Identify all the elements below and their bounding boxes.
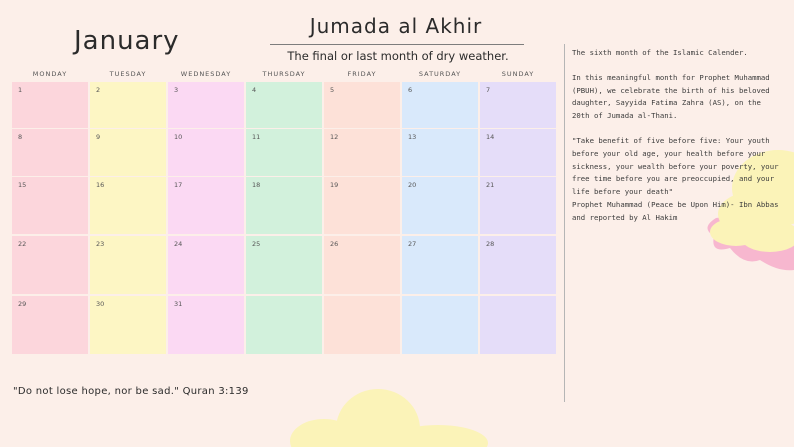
empty-day-cell[interactable]	[324, 296, 400, 354]
day-number: 20	[408, 181, 417, 189]
day-cell-16[interactable]: 16	[90, 177, 166, 234]
day-number: 26	[330, 240, 339, 248]
day-cell-2[interactable]: 2	[90, 82, 166, 128]
day-cell-15[interactable]: 15	[12, 177, 88, 234]
sidebar-birth-note: In this meaningful month for Prophet Muh…	[572, 72, 770, 121]
day-cell-19[interactable]: 19	[324, 177, 400, 234]
day-cell-21[interactable]: 21	[480, 177, 556, 234]
quran-quote: "Do not lose hope, nor be sad." Quran 3:…	[13, 386, 249, 397]
empty-day-cell[interactable]	[480, 296, 556, 354]
day-number: 12	[330, 133, 339, 141]
day-cell-10[interactable]: 10	[168, 129, 244, 176]
day-number: 18	[252, 181, 261, 189]
day-cell-8[interactable]: 8	[12, 129, 88, 176]
day-number: 2	[96, 86, 101, 94]
day-cell-30[interactable]: 30	[90, 296, 166, 354]
day-number: 24	[174, 240, 183, 248]
day-cell-24[interactable]: 24	[168, 236, 244, 294]
day-number: 13	[408, 133, 417, 141]
day-cell-13[interactable]: 13	[402, 129, 478, 176]
day-cell-28[interactable]: 28	[480, 236, 556, 294]
weekday-sunday: SUNDAY	[501, 70, 535, 78]
day-cell-14[interactable]: 14	[480, 129, 556, 176]
day-number: 7	[486, 86, 491, 94]
day-cell-29[interactable]: 29	[12, 296, 88, 354]
day-number: 15	[18, 181, 27, 189]
day-number: 6	[408, 86, 413, 94]
day-number: 31	[174, 300, 183, 308]
sidebar-notes: The sixth month of the Islamic Calender.…	[572, 47, 782, 225]
day-number: 27	[408, 240, 417, 248]
weekday-tuesday: TUESDAY	[109, 70, 147, 78]
weekday-saturday: SATURDAY	[418, 70, 462, 78]
calendar-grid: 1 2 3 4 5 6 7 8 9 10 11 12 13 14 15 16 17 18 19 20 21 22 23 24 2…	[12, 82, 558, 354]
day-cell-17[interactable]: 17	[168, 177, 244, 234]
empty-day-cell[interactable]	[402, 296, 478, 354]
yellow-pink-cloud-decoration	[707, 150, 794, 271]
day-number: 11	[252, 133, 261, 141]
day-number: 5	[330, 86, 335, 94]
day-cell-4[interactable]: 4	[246, 82, 322, 128]
day-number: 30	[96, 300, 105, 308]
day-cell-1[interactable]: 1	[12, 82, 88, 128]
weekday-monday: MONDAY	[32, 70, 68, 78]
day-number: 9	[96, 133, 101, 141]
day-cell-26[interactable]: 26	[324, 236, 400, 294]
day-number: 23	[96, 240, 105, 248]
day-number: 14	[486, 133, 495, 141]
sidebar-attribution: Prophet Muhammad (Peace be Upon Him)- Ib…	[572, 199, 779, 222]
weekday-header-row: MONDAY TUESDAY WEDNESDAY THURSDAY FRIDAY SATU…	[12, 70, 558, 80]
weekday-wednesday: WEDNESDAY	[180, 70, 232, 78]
weekday-thursday: THURSDAY	[262, 70, 306, 78]
day-cell-11[interactable]: 11	[246, 129, 322, 176]
day-number: 1	[18, 86, 23, 94]
title-divider	[270, 44, 524, 45]
day-number: 3	[174, 86, 179, 94]
day-number: 17	[174, 181, 183, 189]
day-cell-25[interactable]: 25	[246, 236, 322, 294]
day-cell-22[interactable]: 22	[12, 236, 88, 294]
month-title: January	[74, 26, 180, 56]
sidebar-intro: The sixth month of the Islamic Calender.	[572, 48, 748, 57]
day-number: 10	[174, 133, 183, 141]
day-cell-12[interactable]: 12	[324, 129, 400, 176]
day-number: 28	[486, 240, 495, 248]
day-number: 19	[330, 181, 339, 189]
day-number: 22	[18, 240, 27, 248]
vertical-divider	[564, 44, 565, 402]
sidebar-hadith: "Take benefit of five before five: Your …	[572, 135, 779, 197]
day-cell-5[interactable]: 5	[324, 82, 400, 128]
day-cell-20[interactable]: 20	[402, 177, 478, 234]
day-cell-18[interactable]: 18	[246, 177, 322, 234]
day-cell-31[interactable]: 31	[168, 296, 244, 354]
day-cell-3[interactable]: 3	[168, 82, 244, 128]
day-cell-7[interactable]: 7	[480, 82, 556, 128]
day-number: 25	[252, 240, 261, 248]
yellow-cloud-decoration	[290, 389, 488, 447]
day-cell-27[interactable]: 27	[402, 236, 478, 294]
day-number: 21	[486, 181, 495, 189]
day-cell-6[interactable]: 6	[402, 82, 478, 128]
day-number: 16	[96, 181, 105, 189]
islamic-month-subtitle: The final or last month of dry weather.	[287, 49, 509, 63]
day-number: 4	[252, 86, 257, 94]
empty-day-cell[interactable]	[246, 296, 322, 354]
day-cell-9[interactable]: 9	[90, 129, 166, 176]
islamic-month-title: Jumada al Akhir	[309, 14, 483, 38]
weekday-friday: FRIDAY	[347, 70, 377, 78]
day-number: 8	[18, 133, 23, 141]
day-number: 29	[18, 300, 27, 308]
day-cell-23[interactable]: 23	[90, 236, 166, 294]
